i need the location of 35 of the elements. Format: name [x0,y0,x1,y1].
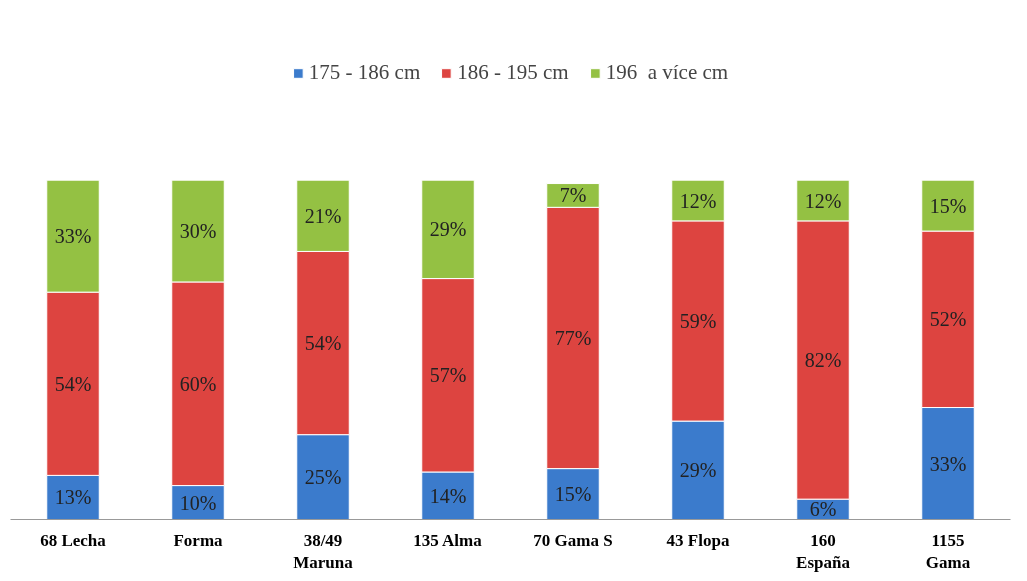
data-label: 29% [429,218,467,241]
x-tick-label: Forma [173,530,224,550]
x-tick-label: 43 Flopa [666,530,730,550]
data-label: 54% [54,372,92,395]
legend-label: 196 a více cm [605,60,729,85]
x-tick-label: 135 Alma [413,530,483,550]
data-label: 57% [429,364,467,387]
data-label: 7% [559,184,587,207]
data-label: 15% [929,194,967,217]
data-label: 13% [54,486,92,509]
data-label: 77% [554,326,592,349]
data-label: 6% [809,498,837,521]
x-tick-label: 38/49 Maruna [293,530,354,573]
x-tick-label: 68 Lecha [40,530,107,550]
data-label: 82% [804,349,842,372]
data-label: 60% [179,372,217,395]
data-label: 10% [179,491,217,514]
data-label: 33% [54,225,92,248]
data-label: 33% [929,452,967,475]
data-label: 15% [554,483,592,506]
data-label: 12% [679,189,717,212]
x-tick-label: 160 España [796,530,851,573]
legend-label: 186 - 195 cm [457,60,569,85]
x-tick-label: 1155 Gama [925,530,971,573]
data-label: 25% [304,466,342,489]
data-label: 14% [429,484,467,507]
legend-label: 175 - 186 cm [308,60,421,85]
data-label: 59% [679,309,717,332]
data-label: 12% [804,189,842,212]
data-label: 29% [679,459,717,482]
data-label: 21% [304,204,342,227]
data-label: 54% [304,332,342,355]
data-label: 52% [929,308,967,331]
x-tick-label: 70 Gama S [533,530,613,550]
data-label: 30% [179,220,217,243]
